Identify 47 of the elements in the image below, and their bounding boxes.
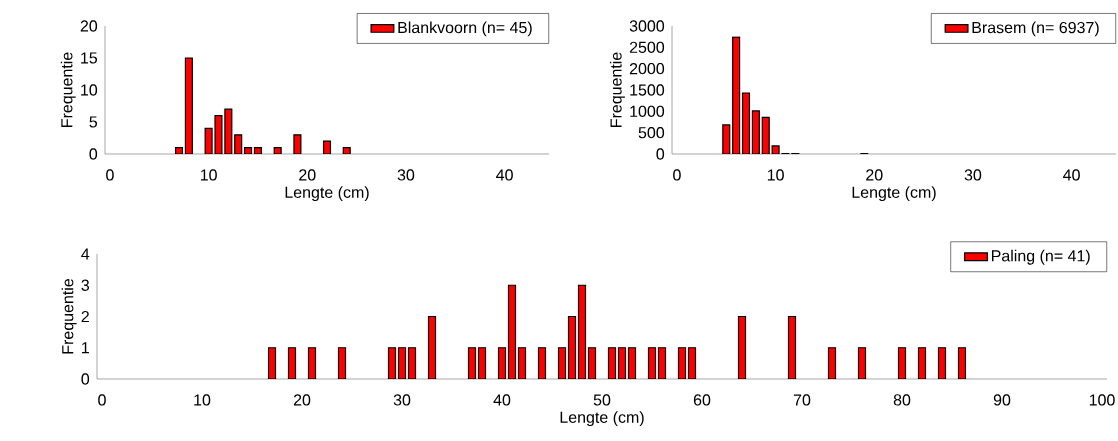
y-tick-label: 0 (656, 148, 665, 160)
x-tick-label: 40 (496, 169, 513, 181)
y-tick-label: 1 (82, 342, 89, 354)
x-tick-label: 90 (993, 394, 1011, 406)
y-tick-label: 2000 (629, 63, 665, 75)
y-tick-label: 15 (81, 52, 98, 64)
legend-label: Blankvoorn (n= 45) (398, 21, 532, 37)
x-tick-label: 0 (673, 169, 681, 181)
y-tick-label: 2500 (629, 41, 665, 53)
x-tick-label: 20 (293, 394, 311, 406)
x-tick-label: 0 (106, 169, 114, 181)
y-axis-title: Frequentie (609, 52, 625, 127)
x-tick-label: 50 (593, 394, 611, 406)
x-tick-label: 0 (98, 394, 106, 406)
y-tick-label: 10 (81, 84, 98, 96)
x-tick-label: 100 (1089, 394, 1115, 406)
y-axis-title: Frequentie (60, 52, 76, 127)
y-tick-label: 1500 (630, 84, 665, 96)
x-tick-label: 10 (194, 394, 211, 406)
y-tick-label: 5 (89, 116, 98, 128)
y-tick-label: 3 (81, 279, 90, 291)
legend-label: Paling (n= 41) (991, 249, 1090, 265)
x-tick-label: 10 (200, 169, 217, 181)
x-axis-title: Lengte (cm) (560, 411, 644, 427)
y-tick-label: 0 (81, 373, 90, 385)
y-axis-title: Frequentie (61, 278, 77, 354)
x-axis-title: Lengte (cm) (285, 186, 369, 202)
y-tick-label: 3000 (629, 20, 665, 32)
y-tick-label: 1000 (630, 105, 665, 117)
x-tick-label: 20 (866, 169, 883, 181)
x-tick-label: 40 (493, 394, 511, 406)
y-tick-label: 0 (89, 148, 98, 160)
x-tick-label: 30 (397, 169, 415, 181)
x-tick-label: 30 (393, 394, 411, 406)
y-tick-label: 2 (81, 310, 89, 323)
x-tick-label: 80 (893, 394, 911, 406)
x-tick-label: 30 (964, 169, 982, 181)
legend-label: Brasem (n= 6937) (972, 21, 1099, 37)
x-tick-label: 20 (299, 169, 316, 181)
y-tick-label: 4 (81, 248, 90, 260)
y-tick-label: 500 (638, 127, 665, 139)
x-tick-label: 10 (767, 169, 784, 181)
x-tick-label: 60 (693, 394, 711, 406)
x-tick-label: 70 (793, 394, 811, 406)
y-tick-label: 20 (80, 20, 98, 32)
x-axis-title: Lengte (cm) (852, 186, 936, 202)
x-tick-label: 40 (1063, 169, 1080, 181)
